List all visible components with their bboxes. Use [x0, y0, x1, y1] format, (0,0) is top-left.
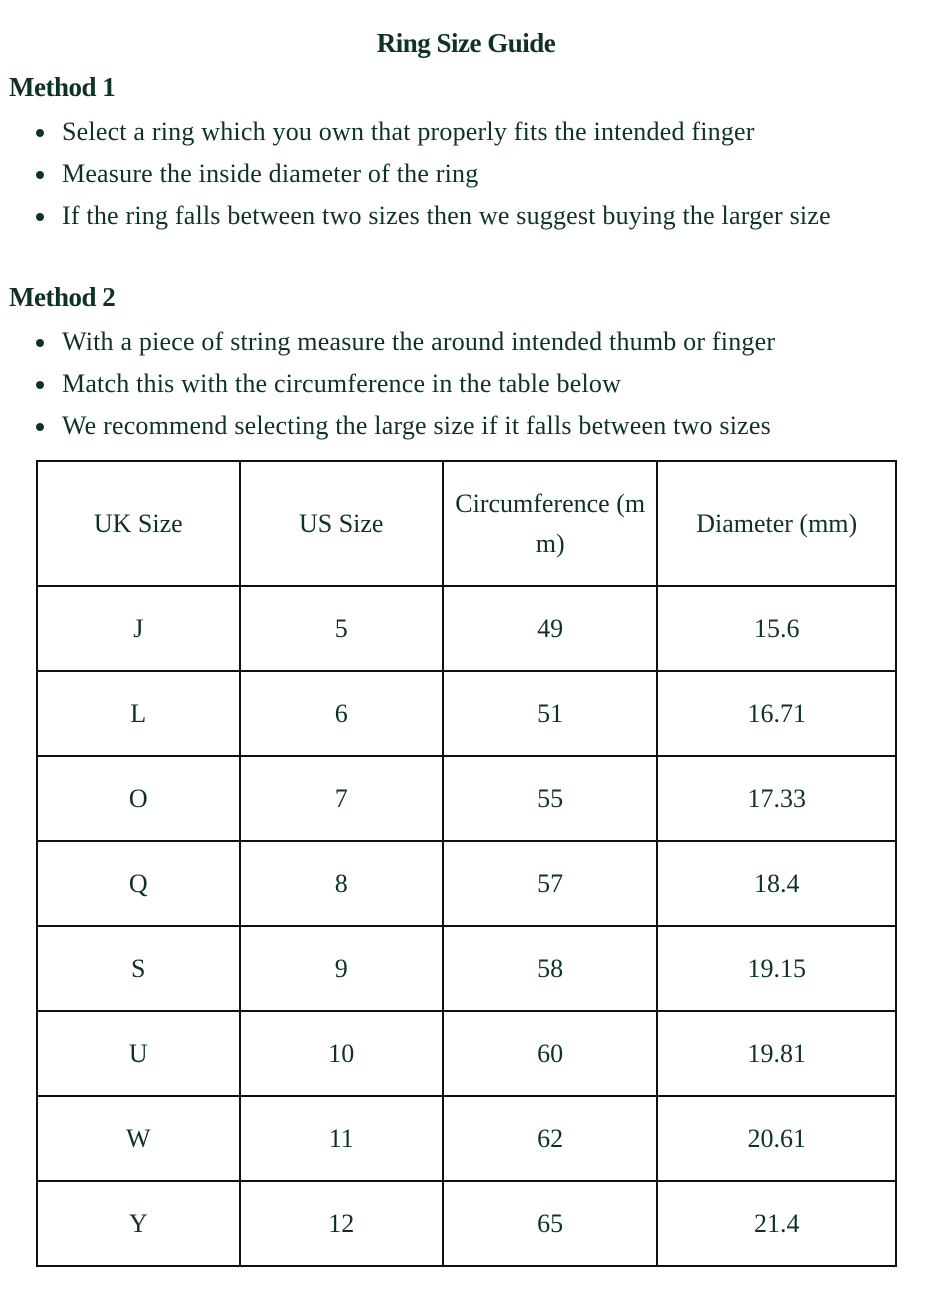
list-item: We recommend selecting the large size if… [36, 405, 902, 447]
method-1-list: Select a ring which you own that properl… [0, 111, 902, 237]
list-item: Measure the inside diameter of the ring [36, 153, 902, 195]
cell-us-size: 12 [238, 1180, 444, 1267]
table-row: Y 12 65 21.4 [36, 1180, 897, 1267]
cell-circumference: 55 [441, 755, 659, 842]
cell-us-size: 8 [238, 840, 444, 927]
cell-diameter: 20.61 [656, 1095, 897, 1182]
cell-diameter: 16.71 [656, 670, 897, 757]
table-row: U 10 60 19.81 [36, 1010, 897, 1097]
cell-diameter: 18.4 [656, 840, 897, 927]
list-item: With a piece of string measure the aroun… [36, 321, 902, 363]
list-item: Select a ring which you own that properl… [36, 111, 902, 153]
header-diameter: Diameter (mm) [656, 460, 897, 587]
header-circumference: Circumference (mm) [441, 460, 659, 587]
cell-uk-size: O [36, 755, 241, 842]
cell-circumference: 51 [441, 670, 659, 757]
cell-uk-size: W [36, 1095, 241, 1182]
table-row: Q 8 57 18.4 [36, 840, 897, 927]
cell-diameter: 19.15 [656, 925, 897, 1012]
table-row: S 9 58 19.15 [36, 925, 897, 1012]
table-row: O 7 55 17.33 [36, 755, 897, 842]
cell-circumference: 60 [441, 1010, 659, 1097]
list-item: Match this with the circumference in the… [36, 363, 902, 405]
cell-uk-size: Q [36, 840, 241, 927]
cell-circumference: 62 [441, 1095, 659, 1182]
list-item: If the ring falls between two sizes then… [36, 195, 902, 237]
table-row: L 6 51 16.71 [36, 670, 897, 757]
page-title: Ring Size Guide [376, 28, 556, 58]
table-row: J 5 49 15.6 [36, 585, 897, 672]
table-header-row: UK Size US Size Circumference (mm) Diame… [36, 460, 897, 587]
cell-us-size: 5 [238, 585, 444, 672]
cell-uk-size: S [36, 925, 241, 1012]
header-us-size: US Size [238, 460, 444, 587]
cell-diameter: 21.4 [656, 1180, 897, 1267]
cell-uk-size: L [36, 670, 241, 757]
cell-us-size: 9 [238, 925, 444, 1012]
cell-diameter: 17.33 [656, 755, 897, 842]
method-2-heading: Method 2 [9, 282, 116, 312]
cell-us-size: 10 [238, 1010, 444, 1097]
cell-uk-size: Y [36, 1180, 241, 1267]
cell-us-size: 6 [238, 670, 444, 757]
cell-us-size: 11 [238, 1095, 444, 1182]
cell-circumference: 58 [441, 925, 659, 1012]
cell-circumference: 49 [441, 585, 659, 672]
method-2-list: With a piece of string measure the aroun… [0, 321, 902, 447]
cell-uk-size: J [36, 585, 241, 672]
method-1-heading: Method 1 [9, 72, 116, 102]
header-uk-size: UK Size [36, 460, 241, 587]
cell-uk-size: U [36, 1010, 241, 1097]
cell-diameter: 19.81 [656, 1010, 897, 1097]
ring-size-table: UK Size US Size Circumference (mm) Diame… [36, 460, 897, 1267]
cell-circumference: 65 [441, 1180, 659, 1267]
cell-circumference: 57 [441, 840, 659, 927]
cell-us-size: 7 [238, 755, 444, 842]
table-row: W 11 62 20.61 [36, 1095, 897, 1182]
cell-diameter: 15.6 [656, 585, 897, 672]
